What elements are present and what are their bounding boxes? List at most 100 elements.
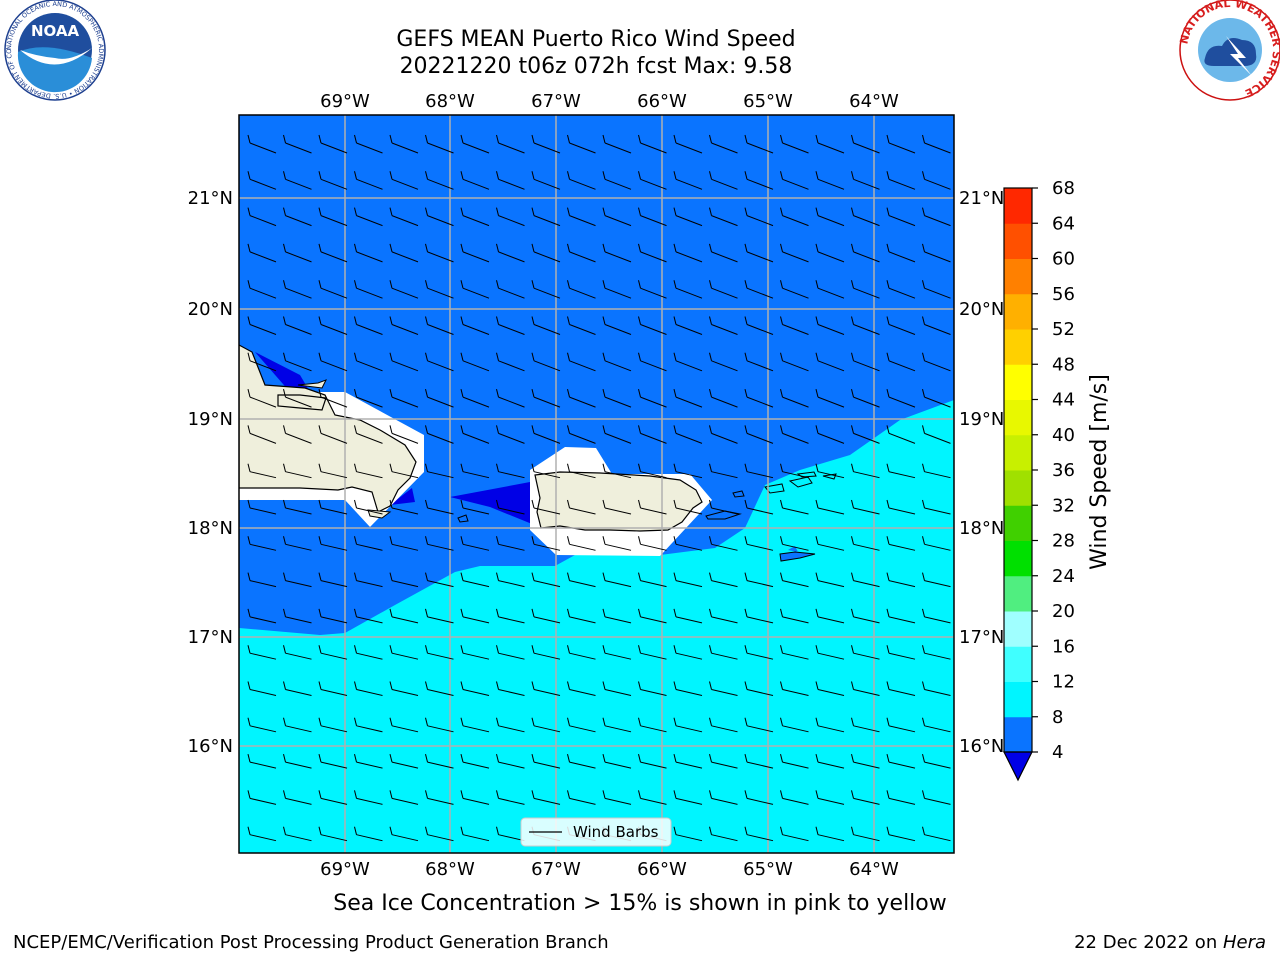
wind-barb — [569, 215, 596, 227]
wind-barb — [427, 652, 454, 660]
wind-barb-flag — [886, 280, 890, 289]
wind-barb-flag — [318, 388, 322, 398]
wind-barb — [391, 178, 419, 190]
colorbar-tick-label: 36 — [1052, 460, 1075, 481]
wind-barb-flag — [851, 572, 854, 581]
wind-barb-flag — [354, 645, 357, 654]
wind-barb-flag — [638, 681, 641, 690]
wind-barb-flag — [744, 280, 748, 289]
wind-barb — [924, 689, 951, 696]
wind-barb-flag — [247, 352, 251, 361]
lat-label: 20°N — [959, 299, 1004, 320]
wind-barb — [746, 761, 774, 769]
wind-barb — [711, 142, 738, 154]
wind-barb-flag — [460, 207, 464, 216]
wind-barb-flag — [673, 499, 677, 509]
wind-barb — [569, 471, 596, 479]
wind-barb-flag — [389, 790, 393, 799]
wind-barb-flag — [460, 352, 464, 361]
wind-barb-flag — [354, 826, 357, 835]
wind-barb — [817, 251, 845, 263]
wind-barb — [640, 251, 667, 263]
wind-barb — [569, 507, 596, 515]
wind-barb-flag — [673, 425, 677, 434]
map-frame — [238, 114, 955, 854]
wind-barb — [249, 652, 277, 660]
wind-barb — [356, 287, 383, 299]
wind-barb — [817, 142, 845, 154]
wind-barb — [391, 652, 419, 660]
wind-barb-flag — [531, 572, 535, 581]
wind-barb — [711, 834, 738, 842]
wind-barb — [285, 834, 312, 842]
wind-barb — [746, 543, 774, 551]
wind-barb — [711, 324, 738, 335]
wind-barb — [285, 761, 312, 769]
wind-barb-flag — [744, 753, 748, 763]
wind-barb — [356, 360, 383, 372]
colorbar-segment — [1004, 399, 1032, 436]
wind-barb-flag — [425, 645, 428, 654]
wind-barb-flag — [531, 243, 535, 253]
wind-barb-flag — [496, 499, 499, 509]
wind-barb — [924, 432, 951, 444]
wind-barb-flag — [815, 717, 819, 726]
wind-barb-flag — [389, 134, 393, 144]
wind-barb-flag — [602, 572, 606, 581]
wind-barb — [285, 689, 312, 696]
wind-barb-flag — [567, 572, 570, 581]
colorbar-segment — [1004, 470, 1032, 506]
wind-barb-flag — [318, 753, 322, 763]
wind-barb — [249, 725, 277, 733]
wind-barb-flag — [283, 608, 286, 618]
wind-barb-flag — [318, 207, 322, 216]
wind-barb-flag — [496, 243, 499, 253]
map-plot — [239, 115, 954, 853]
wind-barb — [888, 725, 916, 733]
colorbar-segment — [1004, 505, 1032, 541]
wind-barb — [640, 725, 667, 733]
wind-barb-flag — [389, 681, 393, 690]
wind-barb — [391, 616, 419, 624]
wind-barb-flag — [851, 171, 854, 180]
wind-barb — [604, 251, 632, 263]
wind-barb-flag — [922, 681, 925, 690]
wind-barb-flag — [389, 352, 393, 361]
wind-barb-flag — [638, 280, 641, 289]
wind-barb — [640, 215, 667, 227]
wind-barb — [888, 142, 916, 154]
wind-barb-flag — [709, 572, 712, 581]
wind-barb-flag — [851, 425, 854, 434]
lon-label: 67°W — [531, 91, 581, 112]
colorbar-tick-label: 4 — [1052, 742, 1063, 763]
wind-barb — [285, 471, 312, 479]
wind-barb-flag — [815, 826, 819, 835]
wind-barb-flag — [709, 645, 712, 654]
wind-barb — [782, 360, 809, 372]
wind-barb-flag — [602, 717, 606, 726]
wind-barb — [604, 178, 632, 190]
wind-barb-flag — [602, 499, 606, 509]
wind-barb-flag — [496, 207, 499, 216]
lon-label: 68°W — [425, 859, 475, 880]
wind-barb — [356, 471, 383, 479]
wind-barb-flag — [851, 388, 854, 398]
wind-barb — [320, 834, 348, 842]
wind-barb-flag — [283, 572, 286, 581]
wind-barb — [746, 142, 774, 154]
wind-barb — [533, 396, 561, 408]
wind-barb — [817, 324, 845, 335]
wind-barb — [498, 652, 525, 660]
wind-barb — [711, 251, 738, 263]
wind-barb — [782, 215, 809, 227]
wind-barb — [640, 396, 667, 408]
wind-barb-flag — [851, 826, 854, 835]
wind-barb-flag — [247, 207, 251, 216]
wind-barb-flag — [886, 425, 890, 434]
wind-barb — [640, 142, 667, 154]
wind-barb — [888, 215, 916, 227]
wind-barb-flag — [602, 681, 606, 690]
wind-barb — [782, 178, 809, 190]
wind-barb — [533, 360, 561, 372]
wind-barb — [285, 287, 312, 299]
